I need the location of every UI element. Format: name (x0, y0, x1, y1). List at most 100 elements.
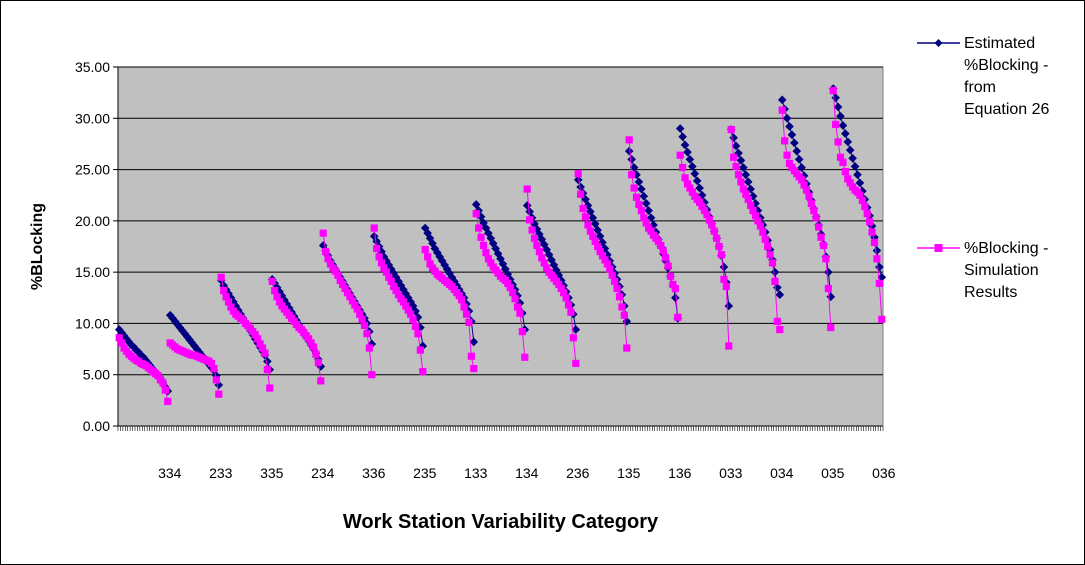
x-tick-label: 336 (362, 465, 386, 481)
data-point (812, 214, 820, 222)
data-point (858, 196, 866, 204)
data-point (533, 241, 541, 250)
data-point (555, 280, 563, 289)
data-point (671, 293, 680, 303)
data-point (841, 129, 850, 138)
x-tick-label: 134 (515, 465, 539, 481)
data-point (664, 262, 672, 270)
data-point (618, 303, 626, 311)
data-point (351, 301, 359, 309)
data-point (472, 210, 480, 218)
data-point (317, 377, 325, 385)
data-point (477, 233, 485, 241)
data-point (625, 136, 633, 144)
data-point (266, 384, 274, 392)
data-point (846, 179, 854, 187)
data-point (307, 339, 315, 347)
data-point (506, 283, 514, 292)
data-point (593, 225, 602, 235)
data-point (766, 251, 774, 259)
data-point (348, 297, 356, 305)
data-point (746, 184, 755, 194)
data-point (470, 364, 478, 373)
data-point (773, 317, 781, 325)
data-point (671, 284, 679, 293)
x-tick-label: 233 (209, 465, 233, 481)
data-point (623, 344, 631, 352)
data-point (399, 298, 407, 306)
data-point (363, 330, 371, 338)
data-point (227, 303, 235, 311)
data-point (754, 217, 762, 225)
data-point (479, 241, 488, 250)
data-point (411, 322, 420, 331)
data-point (783, 151, 791, 159)
data-point (487, 259, 495, 267)
data-point (516, 309, 524, 317)
x-tick-label: 234 (311, 465, 335, 481)
data-point (700, 207, 709, 215)
data-point (251, 331, 259, 339)
data-point (713, 234, 721, 242)
data-point (688, 162, 697, 171)
x-axis-label: Work Station Variability Category (343, 511, 659, 533)
data-point (685, 155, 695, 164)
data-point (273, 293, 281, 301)
data-point (613, 284, 621, 293)
data-point (797, 163, 806, 172)
data-point (810, 207, 818, 215)
data-point (708, 221, 716, 229)
data-point (557, 284, 565, 293)
data-point (725, 342, 733, 350)
data-point (465, 318, 473, 327)
data-point (402, 302, 410, 310)
data-point (698, 202, 706, 211)
data-point (590, 219, 600, 229)
data-point (611, 277, 619, 285)
x-tick-label: 135 (617, 465, 641, 481)
data-point (455, 292, 463, 300)
data-point (873, 255, 881, 263)
data-point (800, 181, 808, 189)
data-point (850, 162, 860, 171)
data-point (343, 289, 352, 297)
data-point (720, 275, 728, 283)
data-point (683, 147, 692, 157)
data-point (118, 339, 126, 347)
data-point (222, 293, 230, 301)
x-tick-label: 334 (158, 465, 182, 481)
legend-label: Estimated (964, 35, 1035, 52)
data-point (521, 353, 529, 361)
data-point (833, 102, 843, 112)
data-point (375, 253, 383, 261)
x-tick-label: 036 (872, 465, 896, 481)
data-point (727, 125, 735, 134)
data-point (688, 188, 696, 196)
data-point (676, 151, 684, 159)
y-tick-label: 15.00 (75, 264, 110, 280)
legend: Estimated %Blocking - from Equation 26 %Blo… (917, 35, 1050, 301)
data-point (164, 397, 172, 405)
data-point (346, 293, 354, 301)
data-point (458, 296, 466, 304)
data-point (564, 301, 573, 309)
data-point (749, 207, 757, 215)
data-point (807, 199, 815, 208)
data-point (577, 190, 585, 198)
data-point (305, 335, 313, 343)
x-tick-label: 133 (464, 465, 488, 481)
data-point (562, 294, 570, 302)
data-point (628, 171, 636, 179)
data-point (377, 259, 386, 267)
data-point (353, 305, 361, 313)
y-axis-label: %BLocking (29, 203, 46, 290)
data-point (732, 162, 740, 171)
data-point (822, 255, 830, 263)
data-point (744, 195, 752, 203)
data-point (467, 352, 475, 360)
data-point (872, 246, 882, 255)
data-point (387, 277, 395, 285)
data-point (584, 221, 592, 229)
data-point (730, 153, 738, 161)
data-point (641, 199, 651, 208)
